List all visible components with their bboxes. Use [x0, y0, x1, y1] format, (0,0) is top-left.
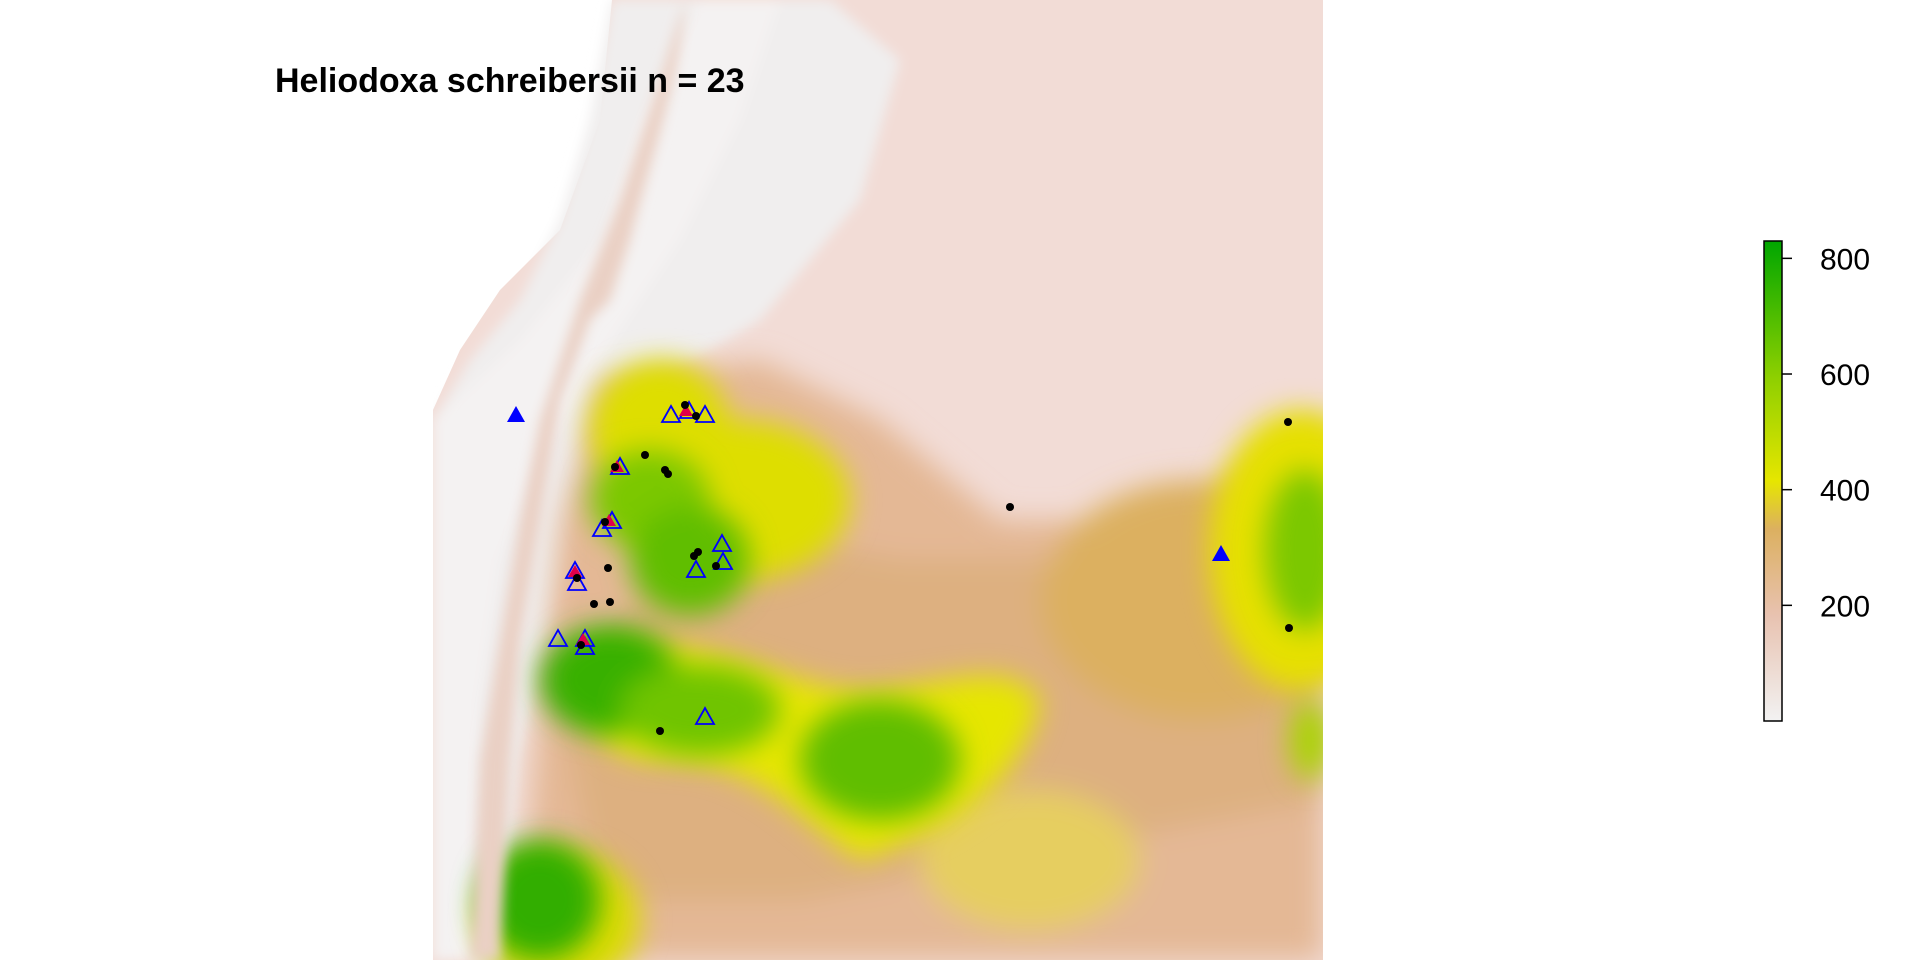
open-triangle-marker: [591, 518, 613, 537]
occurrence-dot: [692, 412, 700, 420]
open-triangle-marker: [694, 706, 716, 725]
open-triangle-marker: [694, 404, 716, 423]
occurrence-dot: [1284, 418, 1292, 426]
occurrence-dot: [1006, 503, 1014, 511]
legend: 800 600 400 200: [1763, 240, 1870, 722]
open-triangle-marker: [685, 559, 707, 578]
occurrence-dot: [606, 598, 614, 606]
occurrence-dot: [712, 562, 720, 570]
occurrence-dot: [601, 518, 609, 526]
filled-triangle-marker: [1212, 545, 1230, 561]
occurrence-dot: [573, 574, 581, 582]
legend-ticks: 800 600 400 200: [1782, 243, 1870, 623]
open-triangle-marker: [566, 572, 588, 591]
legend-tick-label: 400: [1820, 475, 1870, 508]
highlight-marker: [679, 404, 693, 416]
open-triangle-marker: [711, 533, 733, 552]
open-triangle-marker: [547, 628, 569, 647]
open-triangle-marker: [712, 551, 734, 570]
legend-tick-label: 600: [1820, 359, 1870, 392]
map-title: Heliodoxa schreibersii n = 23: [275, 62, 745, 100]
occurrence-dot: [1285, 624, 1293, 632]
legend-color-bar: [1763, 240, 1783, 722]
highlight-marker: [568, 565, 582, 577]
occurrence-dot: [664, 470, 672, 478]
occurrence-dot: [690, 552, 698, 560]
occurrence-dot: [656, 727, 664, 735]
occurrence-dot: [577, 641, 585, 649]
occurrence-dot: [590, 600, 598, 608]
legend-tick-label: 800: [1820, 243, 1870, 276]
occurrence-dot: [611, 463, 619, 471]
occurrence-dot: [604, 564, 612, 572]
occurrence-dot: [681, 401, 689, 409]
occurrence-markers: [507, 400, 1293, 735]
raster-map: [433, 0, 1323, 960]
filled-triangle-marker: [507, 406, 525, 422]
legend-tick-label: 200: [1820, 590, 1870, 623]
occurrence-dot: [641, 451, 649, 459]
open-triangle-marker: [660, 404, 682, 423]
